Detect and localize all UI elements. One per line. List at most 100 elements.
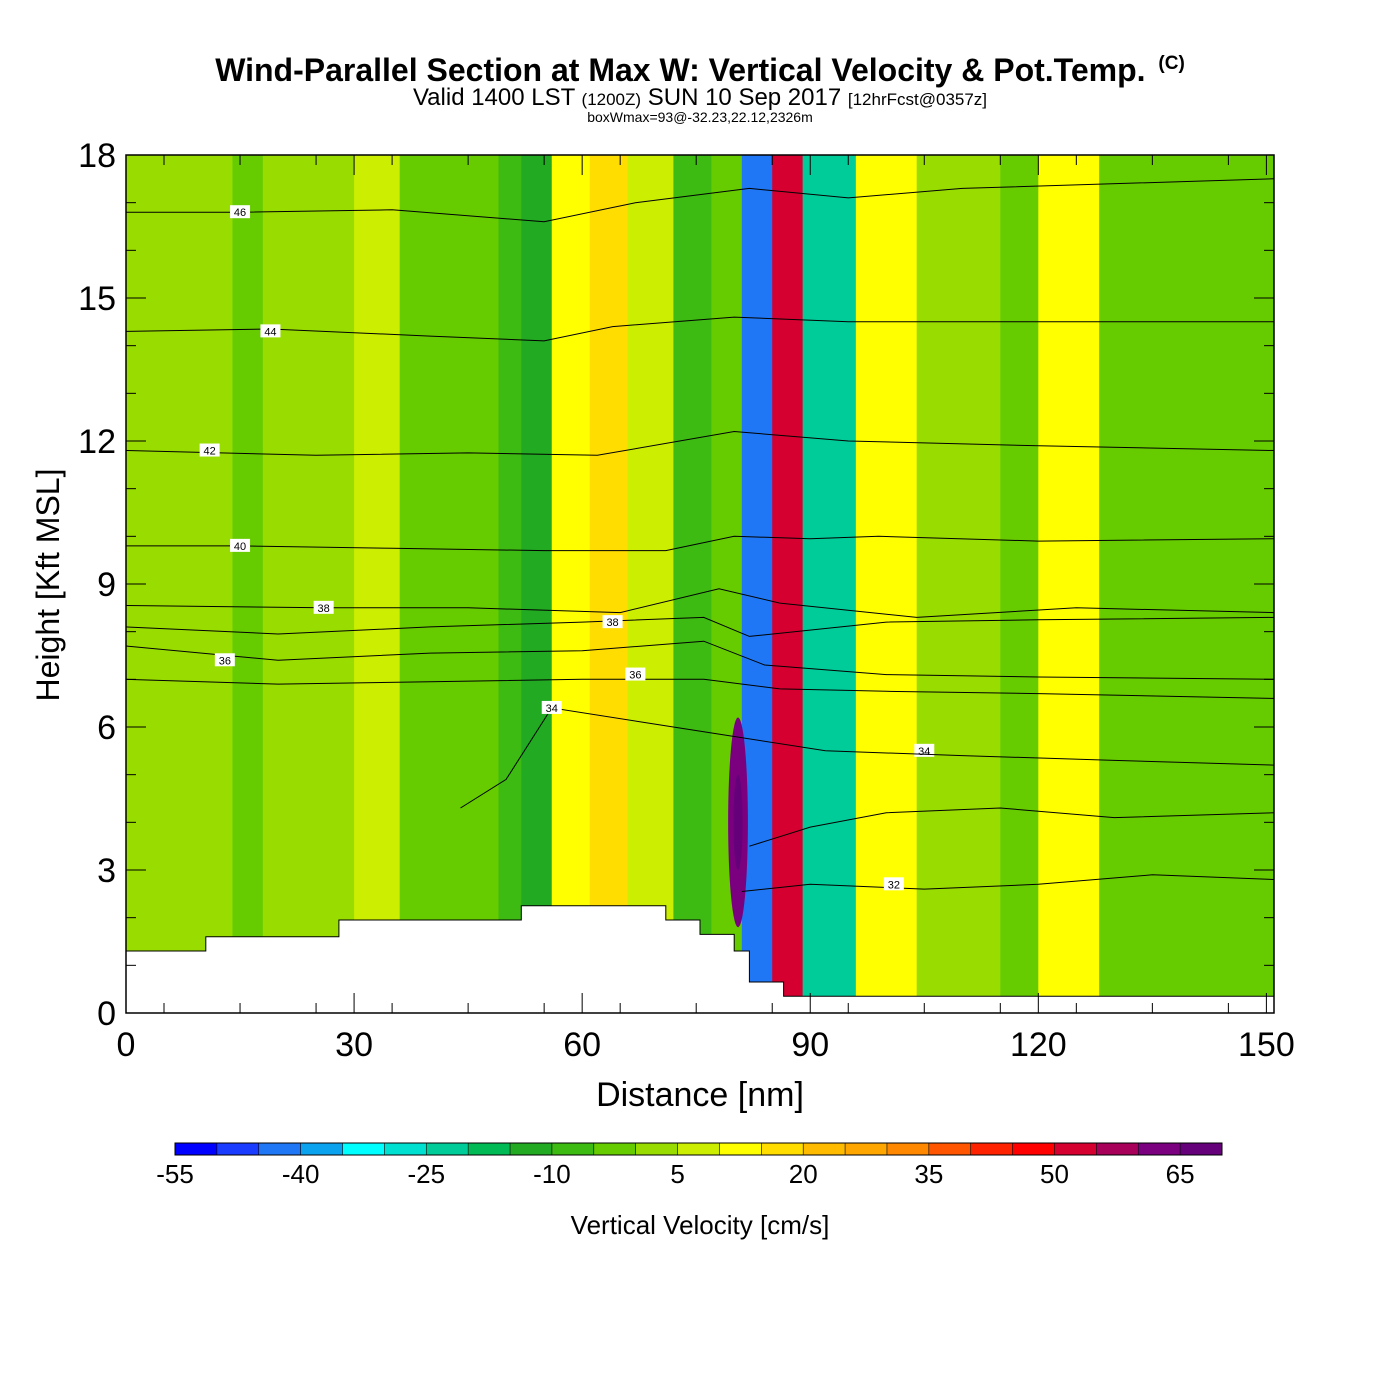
field-band: [521, 155, 553, 1013]
theta-contour: [749, 807, 1274, 847]
colorbar-tick-label: -40: [282, 1159, 320, 1189]
contour-label: 38: [606, 617, 618, 629]
contour-label: 32: [888, 879, 900, 891]
title-text: Wind-Parallel Section at Max W: Vertical…: [215, 52, 1146, 88]
field-band: [551, 155, 591, 1013]
chart-subtitle: Valid 1400 LST (1200Z) SUN 10 Sep 2017 […: [0, 84, 1400, 112]
colorbar-segment: [175, 1143, 218, 1155]
colorbar: -55 -40 -25 -10 5 20 35 50 65: [156, 1142, 1223, 1189]
y-tick-label: 9: [97, 566, 116, 604]
colorbar-segment: [551, 1143, 595, 1155]
field-band: [916, 155, 1001, 1013]
contour-label-bg: [230, 538, 251, 552]
contour-label-bg: [214, 653, 235, 667]
contour-label: 34: [546, 703, 558, 715]
theta-contour: [126, 535, 1274, 552]
y-axis-label: Height [Kft MSL]: [30, 468, 66, 702]
colorbar-label: Vertical Velocity [cm/s]: [570, 1210, 830, 1240]
colorbar-tick-label: 65: [1166, 1159, 1195, 1189]
field-band: [1099, 155, 1274, 1013]
colorbar-tick-label: -25: [407, 1159, 445, 1189]
terrain-mask: [125, 905, 1275, 1014]
terrain-surface: [125, 905, 1275, 1014]
theta-contour: [126, 678, 1274, 699]
copyright-mark: (C): [1158, 53, 1185, 74]
x-tick-label: 150: [1238, 1026, 1295, 1064]
x-tick-label: 60: [563, 1026, 601, 1064]
colorbar-tick-label: -55: [156, 1159, 194, 1189]
colorbar-segment: [468, 1143, 511, 1155]
valid-date: SUN 10 Sep 2017: [647, 84, 842, 111]
colorbar-segment: [300, 1143, 343, 1155]
contour-label-bg: [199, 443, 220, 457]
colorbar-segment: [928, 1143, 972, 1155]
contour-label-bg: [313, 600, 334, 614]
colorbar-segment: [1054, 1143, 1097, 1155]
colorbar-segment: [216, 1143, 260, 1155]
field-band: [498, 155, 522, 1013]
contour-label-bg: [602, 615, 623, 629]
colorbar-segment: [803, 1143, 846, 1155]
contour-label: 42: [204, 446, 216, 458]
colorbar-segment: [510, 1143, 553, 1155]
theta-contour: [741, 874, 1274, 892]
theta-contour: [126, 640, 1274, 680]
theta-contour: [126, 178, 1274, 223]
contour-label: 34: [918, 746, 930, 758]
colorbar-frame: [174, 1142, 1223, 1156]
colorbar-tick-label: -10: [533, 1159, 571, 1189]
colorbar-segment: [1138, 1143, 1181, 1155]
field-band: [673, 155, 712, 1013]
theta-contour: [126, 588, 1274, 618]
colorbar-segment: [426, 1143, 469, 1155]
contour-label-bg: [883, 877, 904, 891]
contour-label-bg: [541, 700, 562, 714]
colorbar-segment: [593, 1143, 636, 1155]
theta-contour: [460, 707, 1274, 809]
x-tick-label: 120: [1010, 1026, 1067, 1064]
y-tick-label: 3: [97, 852, 116, 890]
colorbar-segment: [761, 1143, 804, 1155]
forecast-info: [12hrFcst@0357z]: [847, 90, 988, 109]
theta-contours: 32 34 34 36 36 38 38 40 42 44 46: [126, 178, 1274, 892]
contour-label-bg: [230, 205, 251, 219]
colorbar-tick-label: 20: [789, 1159, 818, 1189]
y-tick-label: 0: [97, 995, 116, 1033]
field-band: [589, 155, 629, 1013]
colorbar-segment: [1180, 1143, 1223, 1155]
contour-label: 36: [629, 670, 641, 682]
y-tick-label: 18: [78, 137, 116, 175]
contour-label: 40: [234, 541, 246, 553]
field-band: [802, 155, 857, 1013]
field-band: [262, 155, 355, 1013]
velocity-field: [126, 155, 1274, 1013]
y-tick-label: 15: [78, 280, 116, 318]
x-tick-label: 90: [791, 1026, 829, 1064]
contour-label-bg: [625, 667, 646, 681]
theta-contour: [126, 316, 1274, 342]
field-band: [855, 155, 918, 1013]
x-tick-label: 30: [335, 1026, 373, 1064]
contour-label: 44: [264, 326, 276, 338]
colorbar-segment: [886, 1143, 930, 1155]
colorbar-segment: [384, 1143, 427, 1155]
colorbar-segment: [258, 1143, 301, 1155]
field-band: [741, 155, 773, 1013]
contour-label: 46: [234, 207, 246, 219]
box-wmax-info: boxWmax=93@-32.23,22.12,2326m: [587, 109, 813, 125]
colorbar-segment: [845, 1143, 888, 1155]
contour-label: 38: [318, 603, 330, 615]
colorbar-tick-label: 35: [914, 1159, 943, 1189]
colorbar-segment: [719, 1143, 762, 1155]
field-band: [1000, 155, 1039, 1013]
colorbar-segment: [677, 1143, 720, 1155]
max-w-center: [733, 774, 743, 870]
y-tick-label: 6: [97, 709, 116, 747]
colorbar-segment: [342, 1143, 385, 1155]
colorbar-tick-label: 50: [1040, 1159, 1069, 1189]
colorbar-segment: [970, 1143, 1013, 1155]
field-band: [1038, 155, 1100, 1013]
colorbar-tick-label: 5: [670, 1159, 684, 1189]
